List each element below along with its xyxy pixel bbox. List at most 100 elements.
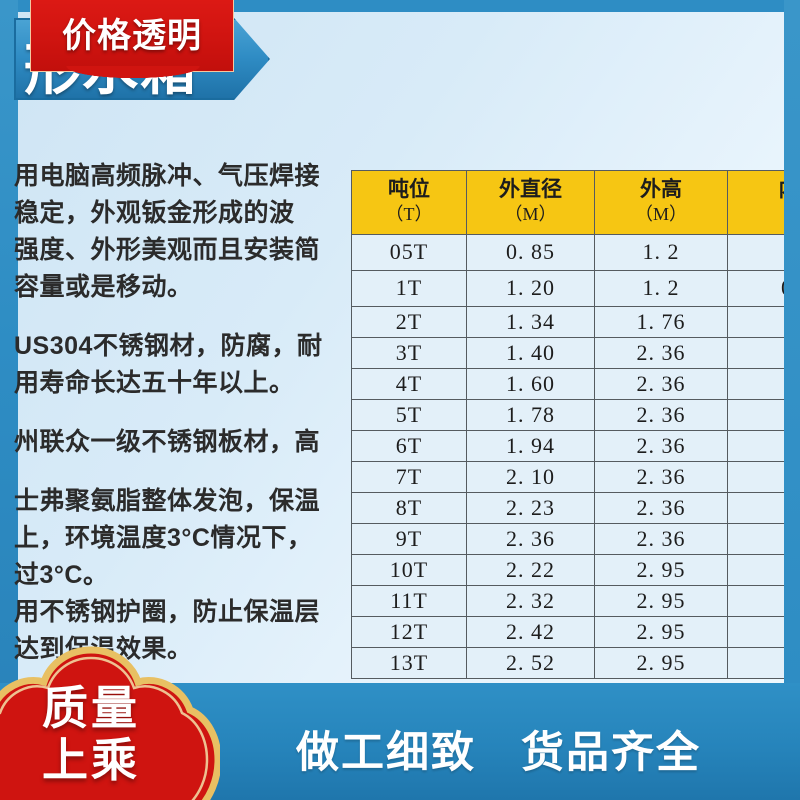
cell-inner-tank: 0. [727, 553, 784, 586]
description-line: 用寿命长达五十年以上。 [14, 369, 295, 397]
cell-outer-diameter: 1. 20 [466, 269, 595, 307]
cell-outer-diameter: 2. 32 [466, 584, 595, 617]
table-row: 5T1. 782. 360. [351, 398, 784, 431]
table-row: 2T1. 341. 760. [351, 305, 784, 338]
description-line: 容量或是移动。 [14, 273, 193, 301]
description-line: 稳定，外观钣金形成的波 [14, 199, 295, 227]
cell-outer-diameter: 1. 40 [466, 336, 595, 369]
description-line: 州联众一级不锈钢板材，高 [14, 428, 321, 456]
cell-tonnage: 4T [351, 367, 467, 400]
quality-cloud-badge: 质量 上乘 [0, 642, 220, 800]
paragraph-gap [14, 402, 334, 424]
table-row: 7T2. 102. 360. [351, 460, 784, 493]
cell-outer-diameter: 2. 36 [466, 522, 595, 555]
spec-table: 吨位 （T） 外直径 （M） 外高 （M） 内膽 （M） [351, 170, 784, 679]
table-row: 3T1. 402. 360. [351, 336, 784, 369]
frame-left-bar [0, 0, 18, 688]
description-line: 士弗聚氨脂整体发泡，保温 [14, 487, 321, 515]
cell-outer-height: 1. 2 [594, 233, 728, 271]
cell-outer-height: 2. 95 [594, 646, 728, 679]
cell-outer-diameter: 2. 23 [466, 491, 595, 524]
table-row: 6T1. 942. 360. [351, 429, 784, 462]
cell-outer-diameter: 1. 34 [466, 305, 595, 338]
cell-tonnage: 5T [351, 398, 467, 431]
header-cell-outer-diameter: 外直径 （M） [466, 170, 595, 235]
cell-outer-height: 1. 2 [594, 269, 728, 307]
cell-outer-height: 2. 36 [594, 367, 728, 400]
cell-outer-diameter: 1. 78 [466, 398, 595, 431]
header-unit: （M） [634, 204, 687, 225]
cell-outer-height: 2. 95 [594, 553, 728, 586]
description-block: 用电脑高频脉冲、气压焊接 稳定，外观钣金形成的波 强度、外形美观而且安装简 容量… [14, 158, 334, 668]
cell-inner-tank: 0. [727, 460, 784, 493]
cell-tonnage: 6T [351, 429, 467, 462]
cell-outer-height: 2. 36 [594, 460, 728, 493]
cell-inner-tank: 0. [727, 305, 784, 338]
cell-inner-tank: 0. [727, 584, 784, 617]
cell-inner-tank: 0. [727, 522, 784, 555]
cell-inner-tank: 0. [727, 233, 784, 271]
header-label: 外直径 [499, 178, 562, 201]
spec-table-container: 吨位 （T） 外直径 （M） 外高 （M） 内膽 （M） [351, 170, 784, 683]
table-row: 9T2. 362. 360. [351, 522, 784, 555]
cell-outer-diameter: 1. 60 [466, 367, 595, 400]
cell-tonnage: 7T [351, 460, 467, 493]
price-transparency-label: 价格透明 [62, 17, 202, 55]
table-row: 1T1. 201. 20. 9 [351, 269, 784, 307]
table-header-row: 吨位 （T） 外直径 （M） 外高 （M） 内膽 （M） [351, 170, 785, 235]
cell-outer-diameter: 2. 10 [466, 460, 595, 493]
cell-tonnage: 3T [351, 336, 467, 369]
header-label: 外高 [640, 178, 682, 201]
header-cell-tonnage: 吨位 （T） [351, 170, 467, 235]
header-unit: （M） [504, 204, 557, 225]
cell-outer-diameter: 0. 85 [466, 233, 595, 271]
header-cell-inner-tank: 内膽 （M） [727, 170, 785, 235]
cell-outer-height: 2. 36 [594, 336, 728, 369]
cell-tonnage: 8T [351, 491, 467, 524]
cell-outer-height: 2. 36 [594, 522, 728, 555]
cell-outer-height: 1. 76 [594, 305, 728, 338]
paragraph-gap [14, 306, 334, 328]
cell-tonnage: 05T [351, 233, 467, 271]
cell-tonnage: 1T [351, 269, 467, 307]
cell-tonnage: 13T [351, 646, 467, 679]
header-label: 内膽 [779, 178, 785, 201]
cell-inner-tank: 0. [727, 429, 784, 462]
description-line: 用不锈钢护圈，防止保温层 [14, 598, 321, 626]
cell-outer-height: 2. 36 [594, 491, 728, 524]
header-unit: （T） [385, 204, 433, 225]
cell-outer-height: 2. 95 [594, 615, 728, 648]
cell-inner-tank: 0. [727, 615, 784, 648]
cell-outer-diameter: 2. 22 [466, 553, 595, 586]
cell-tonnage: 9T [351, 522, 467, 555]
price-transparency-badge: 价格透明 [30, 0, 236, 86]
header-unit: （M） [730, 203, 784, 226]
footer-slogan: 做工细致 货品齐全 [296, 729, 701, 777]
table-row: 4T1. 602. 360. [351, 367, 784, 400]
paragraph-gap [14, 461, 334, 483]
description-line: 强度、外形美观而且安装简 [14, 236, 321, 264]
cell-tonnage: 2T [351, 305, 467, 338]
cell-outer-height: 2. 36 [594, 429, 728, 462]
cell-tonnage: 12T [351, 615, 467, 648]
frame-right-bar [784, 0, 800, 688]
table-row: 8T2. 232. 360. [351, 491, 784, 524]
cell-outer-diameter: 2. 52 [466, 646, 595, 679]
cell-outer-diameter: 1. 94 [466, 429, 595, 462]
cell-outer-height: 2. 36 [594, 398, 728, 431]
description-line: 过3°C。 [14, 561, 109, 589]
header-label: 吨位 [388, 178, 430, 201]
cell-inner-tank: 0. 9 [727, 269, 784, 307]
description-line: US304不锈钢材，防腐，耐 [14, 332, 323, 360]
cell-outer-height: 2. 95 [594, 584, 728, 617]
header-cell-outer-height: 外高 （M） [594, 170, 728, 235]
cell-inner-tank: 0. [727, 336, 784, 369]
cell-tonnage: 10T [351, 553, 467, 586]
cell-inner-tank: 0. [727, 491, 784, 524]
